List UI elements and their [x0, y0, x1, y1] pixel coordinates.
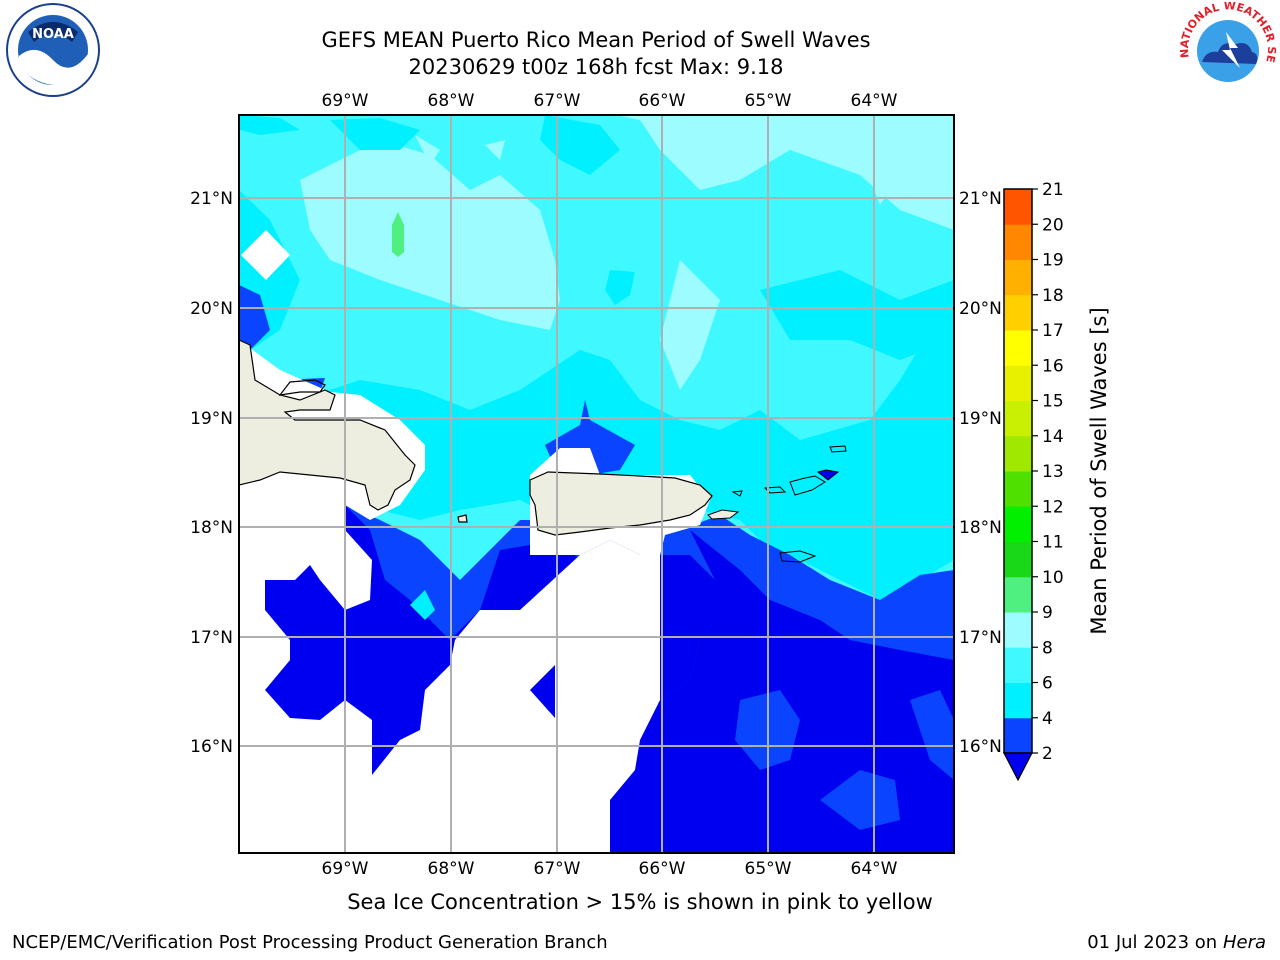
lon-label: 64°W: [851, 91, 898, 111]
lon-label: 67°W: [534, 859, 581, 879]
lon-label: 67°W: [534, 91, 581, 111]
land-st-john-tortola: [789, 475, 826, 496]
lat-labels-right: 21°N 20°N 19°N 18°N 17°N 16°N: [959, 189, 1002, 757]
map-graticule: [239, 115, 954, 853]
land-anegada: [829, 445, 847, 453]
swell-field-below-2: [610, 555, 715, 853]
lon-label: 68°W: [428, 859, 475, 879]
lon-labels-bottom: 69°W 68°W 67°W 66°W 65°W 64°W: [322, 859, 898, 879]
lat-label: 16°N: [959, 737, 1002, 757]
lat-label: 19°N: [959, 409, 1002, 429]
lon-label: 64°W: [851, 859, 898, 879]
lon-label: 68°W: [428, 91, 475, 111]
swell-field-4-6: [410, 590, 435, 620]
noaa-logo-text: NOAA: [32, 27, 74, 42]
lat-label: 18°N: [190, 518, 233, 538]
footer-host: Hera: [1222, 932, 1266, 953]
lat-label: 17°N: [190, 628, 233, 648]
nws-logo: NATIONAL WEATHER SERVICE: [1176, 2, 1278, 98]
footer-credit: NCEP/EMC/Verification Post Processing Pr…: [12, 932, 608, 953]
swell-field-2-4: [239, 285, 270, 350]
swell-field-8-9: [615, 115, 954, 230]
swell-field-4-6: [605, 270, 635, 305]
swell-field-below-2: [530, 665, 555, 718]
land-virgin-gorda: [816, 469, 840, 481]
lon-label: 66°W: [639, 91, 686, 111]
swell-field-8-9: [415, 135, 440, 165]
swell-field-2-4: [820, 770, 900, 830]
lon-label: 69°W: [322, 91, 369, 111]
footer-date-text: 01 Jul 2023 on: [1087, 932, 1223, 953]
land-puerto-rico: [529, 471, 713, 536]
swell-field-4-6: [330, 118, 420, 150]
land-culebra: [731, 490, 743, 497]
sea-ice-note: Sea Ice Concentration > 15% is shown in …: [347, 890, 933, 914]
noaa-logo: NOAA: [6, 3, 100, 97]
swell-field-4-6: [540, 115, 620, 175]
lat-label: 21°N: [959, 189, 1002, 209]
land-mona-island: [457, 514, 468, 523]
lon-label: 69°W: [322, 859, 369, 879]
lat-label: 17°N: [959, 628, 1002, 648]
swell-field-8-9: [660, 260, 720, 390]
map-frame: [238, 114, 955, 854]
lon-label: 65°W: [745, 91, 792, 111]
lat-labels-left: 21°N 20°N 19°N 18°N 17°N 16°N: [190, 189, 233, 757]
swell-field-2-4: [910, 690, 954, 780]
land-st-croix: [779, 550, 817, 563]
swell-field-4-6: [300, 330, 954, 600]
missing-data-area: [241, 230, 290, 280]
land-vieques: [707, 509, 740, 520]
land-hispaniola: [239, 339, 416, 511]
lat-label: 21°N: [190, 189, 233, 209]
swell-field-8-9: [485, 140, 505, 160]
swell-field-4-6: [240, 115, 300, 135]
chart-subtitle: 20230629 t00z 168h fcst Max: 9.18: [408, 55, 784, 79]
swell-field-4-6: [760, 270, 954, 360]
swell-field-9-10: [392, 212, 404, 257]
lat-label: 19°N: [190, 409, 233, 429]
swell-field-below-2: [610, 530, 954, 853]
lat-label: 20°N: [190, 299, 233, 319]
lon-label: 66°W: [639, 859, 686, 879]
lat-label: 18°N: [959, 518, 1002, 538]
lon-label: 65°W: [745, 859, 792, 879]
lon-labels-top: 69°W 68°W 67°W 66°W 65°W 64°W: [322, 91, 898, 111]
chart-title: GEFS MEAN Puerto Rico Mean Period of Swe…: [321, 28, 871, 52]
coastline-gonave: [278, 379, 326, 396]
lat-label: 20°N: [959, 299, 1002, 319]
swell-field-8-9: [300, 140, 560, 330]
footer-date: 01 Jul 2023 on Hera: [1087, 932, 1266, 953]
lat-label: 16°N: [190, 737, 233, 757]
